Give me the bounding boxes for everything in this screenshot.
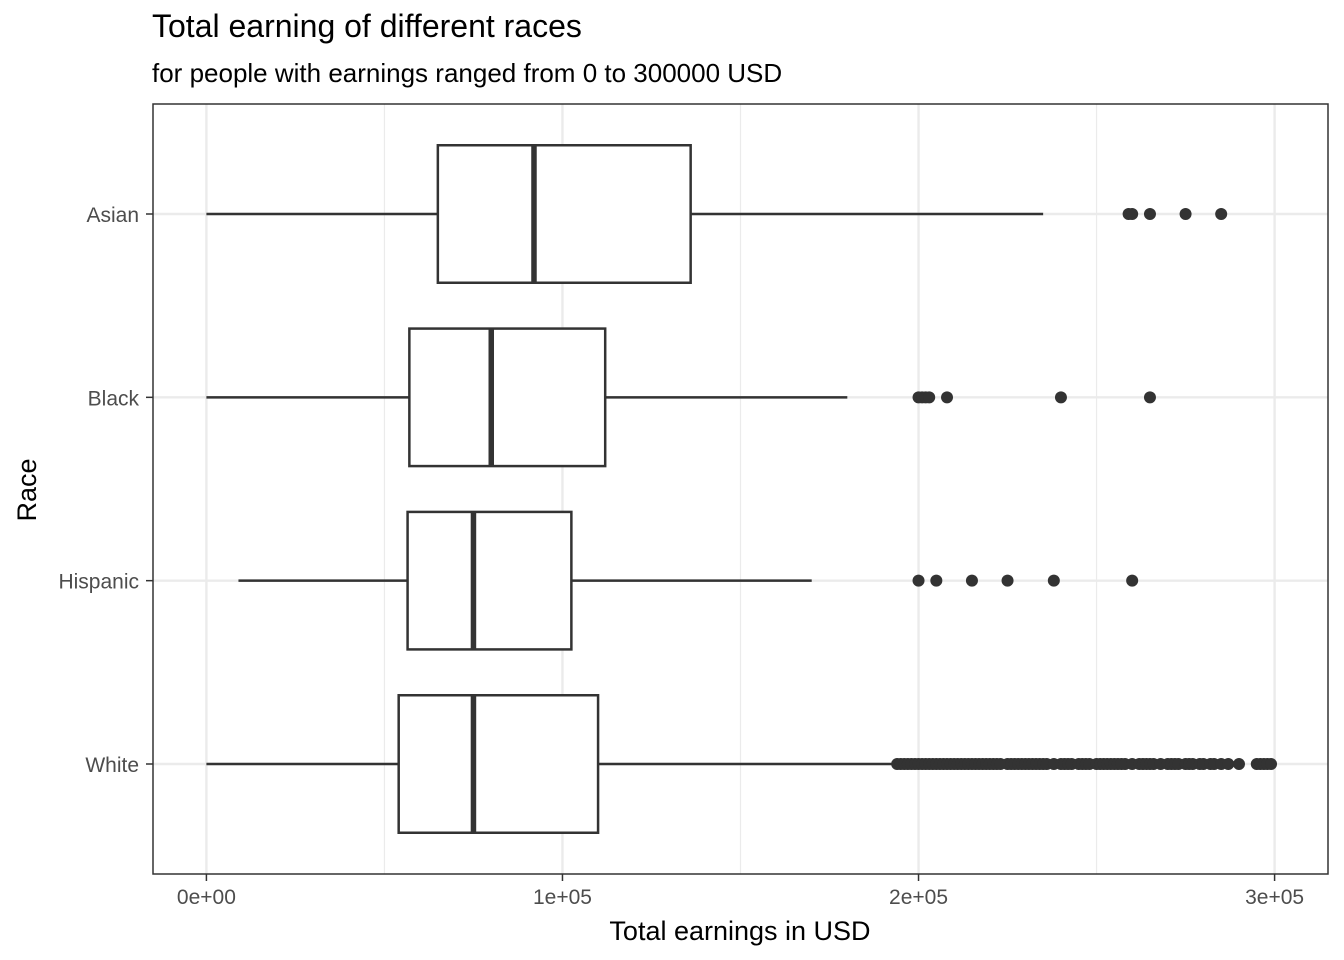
outlier-point (1143, 208, 1156, 220)
box-iqr (397, 694, 600, 834)
outlier-point (1222, 758, 1235, 770)
y-tick-label: Asian (86, 204, 139, 227)
outlier-point (1179, 208, 1192, 220)
chart-title: Total earning of different races (152, 8, 582, 44)
box-asian (206, 144, 1228, 284)
outlier-point (1001, 574, 1014, 587)
x-tick-label: 0e+00 (177, 886, 236, 909)
y-tick-label: Black (88, 387, 140, 410)
box-layer (206, 144, 1278, 834)
outlier-point (930, 574, 943, 587)
x-tick-label: 2e+05 (889, 886, 948, 909)
y-axis-title: Race (12, 458, 42, 521)
x-tick-label: 3e+05 (1245, 886, 1304, 909)
outlier-point (1126, 208, 1139, 220)
y-tick-label: White (85, 754, 139, 777)
outlier-point (923, 391, 936, 404)
outlier-point (1265, 758, 1278, 770)
outlier-point (1047, 574, 1060, 587)
box-iqr (436, 144, 692, 284)
box-iqr (406, 510, 573, 651)
box-black (206, 327, 1156, 468)
outlier-point (912, 574, 925, 587)
outlier-point (1143, 391, 1156, 404)
outlier-point (1054, 391, 1067, 404)
outlier-point (1126, 574, 1139, 587)
x-axis-title: Total earnings in USD (609, 916, 870, 946)
outlier-point (1232, 758, 1245, 770)
y-tick-label: Hispanic (58, 571, 139, 594)
x-tick-label: 1e+05 (533, 886, 592, 909)
box-hispanic (238, 510, 1139, 651)
outlier-point (1215, 208, 1228, 220)
panel-border (152, 103, 1329, 875)
box-iqr (408, 327, 607, 468)
chart-subtitle: for people with earnings ranged from 0 t… (152, 58, 783, 88)
box-white (206, 694, 1278, 834)
grid-layer (153, 104, 1328, 874)
axis-layer: 0e+00 1e+05 2e+05 3e+05 Asian Black Hispanic Wh… (58, 204, 1304, 909)
outlier-point (941, 391, 954, 404)
outlier-point (965, 574, 978, 587)
